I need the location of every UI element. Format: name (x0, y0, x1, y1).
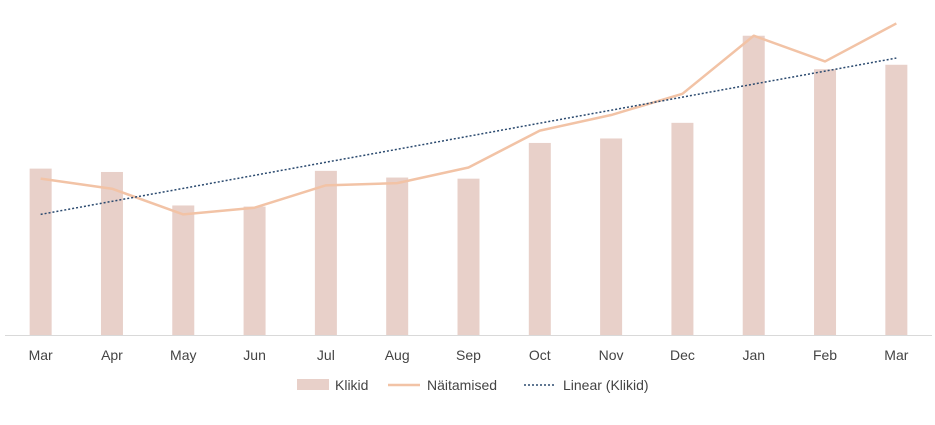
bar-klikid (600, 138, 623, 335)
trendline-klikid (40, 57, 897, 216)
legend: Klikid Näitamised Linear (Klikid) (297, 377, 649, 393)
x-tick-label: Mar (29, 347, 53, 363)
bar-klikid (457, 178, 480, 335)
x-tick-label: Feb (813, 347, 837, 363)
bar-klikid (885, 64, 908, 336)
legend-label-linear: Linear (Klikid) (563, 377, 649, 393)
bar-klikid (671, 122, 694, 335)
x-tick-label: Jan (742, 347, 765, 363)
x-tick-label: Mar (884, 347, 908, 363)
x-tick-label: Nov (599, 347, 624, 363)
x-tick-label: Sep (456, 347, 481, 363)
bar-klikid (386, 177, 409, 335)
bar-klikid (814, 69, 837, 335)
x-tick-label: Oct (529, 347, 551, 363)
legend-label-klikid: Klikid (335, 377, 368, 393)
x-tick-label: May (170, 347, 196, 363)
x-tick-label: Apr (101, 347, 123, 363)
bar-klikid (528, 142, 551, 335)
bar-klikid (100, 171, 123, 335)
line-naitamised (40, 22, 897, 216)
legend-swatch-klikid (297, 379, 329, 390)
bar-klikid (172, 205, 195, 335)
x-tick-label: Jun (243, 347, 266, 363)
x-tick-label: Jul (317, 347, 335, 363)
legend-label-naitamised: Näitamised (427, 377, 497, 393)
bar-klikid (29, 168, 52, 335)
x-axis-ticks: Mar Apr May Jun Jul Aug Sep Oct Nov Dec Jan Feb Mar (29, 347, 909, 363)
bar-klikid (314, 170, 337, 335)
bars-klikid (29, 35, 908, 336)
bar-klikid (243, 206, 266, 335)
x-tick-label: Aug (385, 347, 410, 363)
bar-klikid (742, 35, 765, 335)
x-tick-label: Dec (670, 347, 695, 363)
